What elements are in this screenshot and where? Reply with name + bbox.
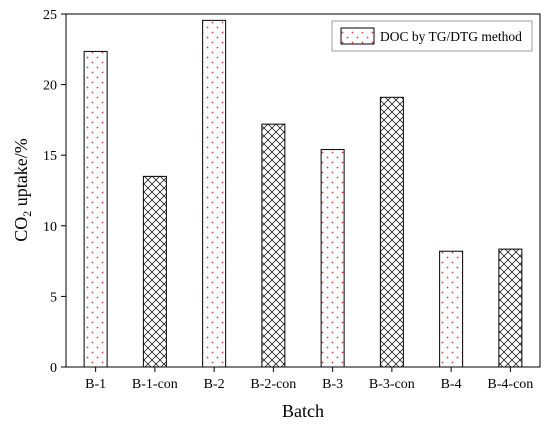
legend-label: DOC by TG/DTG method (380, 29, 522, 44)
y-axis-ticks: 0 5 10 15 20 25 (43, 8, 66, 376)
plot-frame (65, 13, 541, 368)
bar-b-3 (320, 149, 345, 368)
y-tick-label-0: 0 (50, 361, 57, 376)
bar-b-4 (439, 250, 464, 368)
bar-b-1 (83, 50, 108, 368)
bar-b-1-con (142, 175, 167, 368)
bar-b-3-con (379, 96, 404, 368)
y-tick-label-15: 15 (43, 149, 57, 164)
bars-group (83, 19, 523, 368)
legend: DOC by TG/DTG method (331, 20, 533, 52)
x-tick-label-b-3: B-3 (322, 377, 343, 392)
bar-b-2 (202, 19, 227, 368)
x-tick-label-b-2-con: B-2-con (250, 377, 296, 392)
y-tick-label-25: 25 (43, 8, 57, 23)
bar-b-2-con (261, 123, 286, 368)
x-tick-label-b-4: B-4 (441, 377, 462, 392)
x-tick-label-b-1-con: B-1-con (132, 377, 178, 392)
x-tick-label-b-3-con: B-3-con (369, 377, 415, 392)
legend-swatch-dots (340, 27, 375, 45)
y-tick-label-5: 5 (50, 290, 57, 305)
y-tick-label-20: 20 (43, 79, 57, 94)
x-axis-label: Batch (282, 401, 324, 421)
bar-b-4-con (498, 248, 523, 368)
x-axis-ticks: B-1 B-1-con B-2 B-2-con B-3 B-3-con B-4 B-4-con (85, 367, 533, 392)
x-tick-label-b-4-con: B-4-con (487, 377, 533, 392)
x-tick-label-b-2: B-2 (204, 377, 225, 392)
x-tick-label-b-1: B-1 (85, 377, 106, 392)
y-axis-label: CO2 uptake/% (11, 138, 34, 242)
y-tick-label-10: 10 (43, 220, 57, 235)
